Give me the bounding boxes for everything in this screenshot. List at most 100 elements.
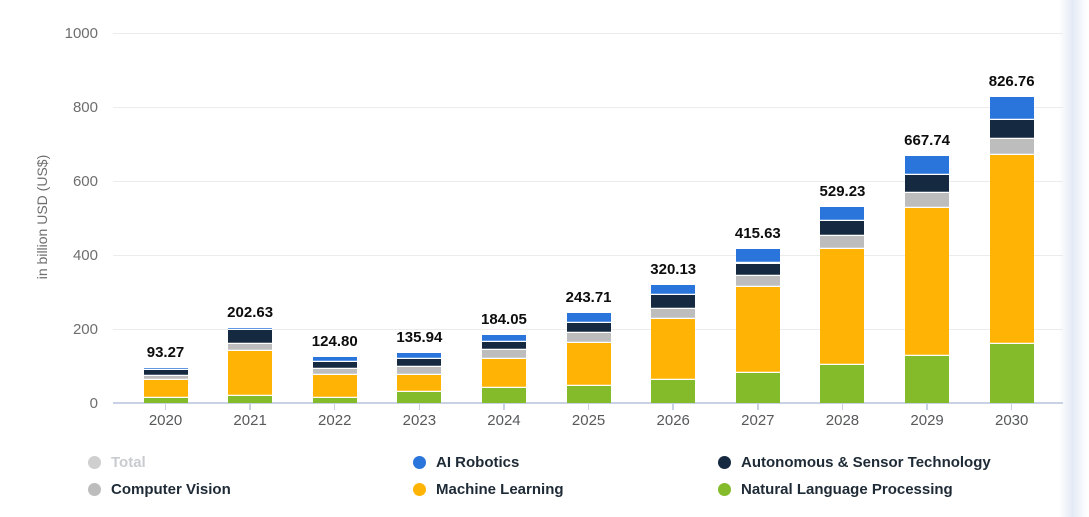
segment-natural-language-processing-2030[interactable] xyxy=(989,344,1034,403)
segment-autonomous-sensor-technology-2030[interactable] xyxy=(989,119,1034,139)
legend-swatch-autonomous-sensor-technology-icon xyxy=(718,456,731,469)
segment-ai-robotics-2027[interactable] xyxy=(735,249,780,264)
segment-machine-learning-2029[interactable] xyxy=(905,207,950,356)
x-tick-label-2028: 2028 xyxy=(825,412,860,429)
legend-label: AI Robotics xyxy=(436,454,520,471)
bar-total-label-2027: 415.63 xyxy=(734,225,781,243)
segment-natural-language-processing-2024[interactable] xyxy=(481,388,526,403)
segment-computer-vision-2029[interactable] xyxy=(905,192,950,208)
legend-item-total[interactable]: Total xyxy=(88,454,413,471)
legend-item-machine-learning[interactable]: Machine Learning xyxy=(413,481,718,498)
segment-natural-language-processing-2022[interactable] xyxy=(312,397,357,403)
segment-ai-robotics-2021[interactable] xyxy=(228,328,273,331)
segment-computer-vision-2022[interactable] xyxy=(312,368,357,376)
legend-label: Autonomous & Sensor Technology xyxy=(741,454,991,471)
bar-total-label-2025: 243.71 xyxy=(565,288,612,306)
segment-natural-language-processing-2028[interactable] xyxy=(820,364,865,403)
segment-ai-robotics-2020[interactable] xyxy=(143,368,188,371)
segment-autonomous-sensor-technology-2028[interactable] xyxy=(820,221,865,237)
segment-computer-vision-2021[interactable] xyxy=(228,343,273,351)
segment-machine-learning-2026[interactable] xyxy=(651,318,696,381)
segment-machine-learning-2030[interactable] xyxy=(989,155,1034,345)
segment-machine-learning-2024[interactable] xyxy=(481,358,526,389)
segment-ai-robotics-2022[interactable] xyxy=(312,356,357,362)
x-tick-mark xyxy=(757,403,759,410)
x-tick-mark xyxy=(587,403,590,410)
segment-ai-robotics-2024[interactable] xyxy=(481,334,526,342)
legend-swatch-natural-language-processing-icon xyxy=(718,483,731,496)
segment-ai-robotics-2025[interactable] xyxy=(566,312,611,324)
legend-item-ai-robotics[interactable]: AI Robotics xyxy=(413,454,718,471)
legend-label: Total xyxy=(111,454,146,471)
bar-total-label-2028: 529.23 xyxy=(819,183,866,201)
y-tick-label: 200 xyxy=(72,321,98,338)
segment-autonomous-sensor-technology-2026[interactable] xyxy=(651,295,696,310)
segment-computer-vision-2023[interactable] xyxy=(397,367,442,375)
segment-computer-vision-2026[interactable] xyxy=(651,309,696,319)
segment-machine-learning-2021[interactable] xyxy=(228,350,273,397)
bar-total-label-2026: 320.13 xyxy=(650,260,697,278)
segment-ai-robotics-2028[interactable] xyxy=(820,207,865,222)
segment-machine-learning-2025[interactable] xyxy=(566,343,611,386)
segment-computer-vision-2030[interactable] xyxy=(989,138,1034,156)
y-tick-label: 800 xyxy=(72,99,98,116)
segment-autonomous-sensor-technology-2021[interactable] xyxy=(228,330,273,344)
segment-natural-language-processing-2023[interactable] xyxy=(397,391,442,403)
segment-machine-learning-2023[interactable] xyxy=(397,374,442,392)
legend-swatch-ai-robotics-icon xyxy=(413,456,426,469)
segment-natural-language-processing-2025[interactable] xyxy=(566,385,611,403)
x-tick-mark xyxy=(249,403,251,410)
segment-computer-vision-2024[interactable] xyxy=(481,350,526,359)
segment-autonomous-sensor-technology-2025[interactable] xyxy=(566,323,611,334)
x-tick-mark xyxy=(418,403,421,410)
x-tick-label-2026: 2026 xyxy=(656,412,690,429)
segment-autonomous-sensor-technology-2020[interactable] xyxy=(143,370,188,377)
segment-ai-robotics-2026[interactable] xyxy=(651,284,696,296)
segment-autonomous-sensor-technology-2027[interactable] xyxy=(735,263,780,276)
x-tick-mark xyxy=(503,403,505,410)
y-axis-title: in billion USD (US$) xyxy=(34,154,50,280)
y-tick-label: 400 xyxy=(72,247,98,264)
segment-autonomous-sensor-technology-2022[interactable] xyxy=(312,361,357,369)
segment-machine-learning-2020[interactable] xyxy=(143,380,188,398)
gridline xyxy=(113,107,1063,108)
segment-computer-vision-2028[interactable] xyxy=(820,236,865,249)
x-tick-label-2024: 2024 xyxy=(487,412,521,429)
segment-computer-vision-2027[interactable] xyxy=(735,275,780,287)
segment-natural-language-processing-2021[interactable] xyxy=(228,396,273,403)
gridline xyxy=(113,255,1063,256)
legend-swatch-total-icon xyxy=(88,456,101,469)
segment-machine-learning-2028[interactable] xyxy=(820,248,865,365)
segment-machine-learning-2027[interactable] xyxy=(735,286,780,374)
segment-machine-learning-2022[interactable] xyxy=(312,375,357,398)
x-tick-label-2020: 2020 xyxy=(148,412,183,429)
segment-natural-language-processing-2020[interactable] xyxy=(143,397,188,403)
legend-label: Machine Learning xyxy=(436,481,564,498)
x-tick-mark xyxy=(164,403,167,410)
bar-total-label-2022: 124.80 xyxy=(311,332,358,350)
legend-item-natural-language-processing[interactable]: Natural Language Processing xyxy=(718,481,991,498)
y-tick-label: 0 xyxy=(89,395,98,412)
legend-item-autonomous-sensor-technology[interactable]: Autonomous & Sensor Technology xyxy=(718,454,991,471)
x-tick-label-2021: 2021 xyxy=(233,412,267,429)
segment-ai-robotics-2030[interactable] xyxy=(989,97,1034,120)
legend-label: Computer Vision xyxy=(111,481,231,498)
page-edge-gradient xyxy=(1059,0,1089,517)
x-tick-label-2030: 2030 xyxy=(995,412,1029,429)
bar-total-label-2020: 93.27 xyxy=(146,344,185,362)
segment-computer-vision-2025[interactable] xyxy=(566,333,611,344)
legend-item-computer-vision[interactable]: Computer Vision xyxy=(88,481,413,498)
segment-autonomous-sensor-technology-2029[interactable] xyxy=(905,175,950,193)
segment-ai-robotics-2023[interactable] xyxy=(397,352,442,359)
segment-ai-robotics-2029[interactable] xyxy=(905,155,950,176)
segment-autonomous-sensor-technology-2024[interactable] xyxy=(481,341,526,351)
bar-total-label-2024: 184.05 xyxy=(481,310,527,328)
x-tick-label-2027: 2027 xyxy=(741,412,775,429)
bar-total-label-2021: 202.63 xyxy=(227,304,274,322)
segment-natural-language-processing-2029[interactable] xyxy=(905,355,950,403)
segment-natural-language-processing-2026[interactable] xyxy=(651,380,696,403)
segment-natural-language-processing-2027[interactable] xyxy=(735,373,780,403)
x-tick-label-2029: 2029 xyxy=(910,412,944,429)
segment-autonomous-sensor-technology-2023[interactable] xyxy=(397,358,442,368)
segment-computer-vision-2020[interactable] xyxy=(143,376,188,381)
